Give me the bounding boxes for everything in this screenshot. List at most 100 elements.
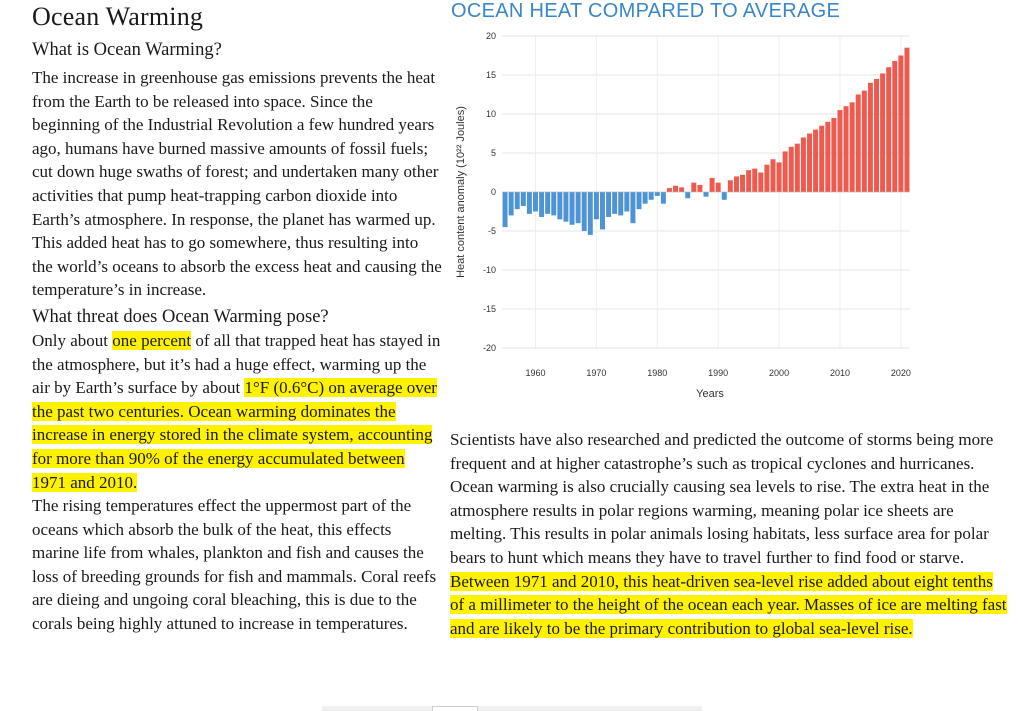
chart-bar — [776, 162, 782, 192]
x-tick-label: 2010 — [830, 368, 850, 378]
threat-text-a: Only about — [32, 330, 113, 350]
chart-bar — [727, 180, 733, 192]
chart-bar — [886, 67, 892, 192]
chart-bar — [758, 172, 764, 192]
chart-bar — [709, 177, 715, 192]
chart-bar — [715, 182, 721, 192]
chart-bar — [642, 192, 648, 204]
chart-bar — [807, 133, 813, 192]
chart-bar — [794, 143, 800, 192]
storms-paragraph: Scientists have also researched and pred… — [450, 430, 994, 473]
chart-bar — [660, 192, 666, 204]
chart-bar — [831, 117, 837, 192]
chart-bar — [581, 192, 587, 231]
chart-bar — [740, 174, 746, 192]
chart-bar — [575, 192, 581, 224]
y-tick-label: 15 — [486, 70, 496, 80]
section-body-what-is: The increase in greenhouse gas emissions… — [32, 68, 442, 300]
chart-bar — [636, 192, 642, 210]
chart-bar — [733, 176, 739, 192]
x-tick-label: 1960 — [525, 368, 545, 378]
chart-bar — [606, 192, 612, 217]
chart-bar — [508, 192, 514, 216]
chart-bar — [666, 188, 672, 192]
chart-bar — [520, 192, 526, 207]
chart-bar — [800, 137, 806, 192]
chart-bar — [673, 185, 679, 192]
y-tick-label: 0 — [491, 187, 496, 197]
chart-bar — [788, 146, 794, 192]
x-tick-label: 1990 — [708, 368, 728, 378]
ocean-heat-chart: OCEAN HEAT COMPARED TO AVERAGE 20 15 10 5 0 -5… — [446, 0, 916, 410]
chart-bar — [752, 168, 758, 192]
chart-bar — [898, 55, 904, 192]
chart-bar — [892, 60, 898, 193]
chart-bar — [569, 192, 575, 225]
chart-bar — [874, 78, 880, 192]
section-body-marine-life: The rising temperatures effect the upper… — [32, 496, 437, 634]
y-tick-label: 5 — [491, 148, 496, 158]
chart-bar — [697, 184, 703, 192]
section-heading-what-is: What is Ocean Warming? — [32, 40, 222, 60]
x-tick-label: 2020 — [891, 368, 911, 378]
chart-bar — [539, 192, 545, 217]
threat-text-b: of all that trapped heat has stayed in t… — [32, 330, 441, 398]
chart-bar — [612, 192, 618, 214]
chart-bar — [867, 82, 873, 192]
chart-bar — [618, 192, 624, 216]
chart-bar — [526, 192, 532, 214]
right-column: Scientists have also researched and pred… — [450, 428, 1010, 640]
chart-bar — [721, 192, 727, 200]
y-axis-label: Heat content anomaly (10²² Joules) — [455, 106, 467, 278]
chart-bar — [703, 192, 709, 197]
chart-bar — [904, 47, 910, 193]
chart-bar — [819, 125, 825, 192]
chart-bar — [599, 192, 605, 230]
highlight-one-percent: one percent — [112, 330, 192, 350]
page-title: Ocean Warming — [32, 2, 204, 31]
chart-bar — [691, 182, 697, 192]
highlight-sea-level: Between 1971 and 2010, this heat-driven … — [450, 571, 1007, 638]
chart-bar — [514, 192, 520, 210]
chart-bar — [746, 170, 752, 192]
chart-bar — [502, 192, 508, 228]
chart-bar — [813, 129, 819, 192]
chart-bar — [849, 102, 855, 192]
section-body-threat: Only about one percent of all that trapp… — [32, 329, 442, 494]
page-footer-tab — [432, 706, 478, 711]
section-heading-threat: What threat does Ocean Warming pose? — [32, 306, 329, 327]
x-axis-label: Years — [696, 388, 724, 400]
chart-bar — [843, 106, 849, 192]
sea-level-text: Ocean warming is also crucially causing … — [450, 477, 990, 567]
chart-bar — [770, 159, 776, 192]
chart-bar — [551, 192, 557, 216]
chart-bar — [679, 187, 685, 192]
y-tick-label: 20 — [486, 31, 496, 41]
y-tick-label: 10 — [486, 109, 496, 119]
chart-svg: OCEAN HEAT COMPARED TO AVERAGE 20 15 10 5 0 -5… — [451, 0, 911, 400]
x-tick-label: 1980 — [647, 368, 667, 378]
page-footer-bar — [322, 706, 702, 711]
chart-bar — [587, 192, 593, 235]
chart-bar — [593, 192, 599, 220]
chart-bar — [563, 192, 569, 222]
chart-bar — [630, 192, 636, 224]
chart-bar — [880, 73, 886, 192]
chart-bar — [648, 192, 654, 200]
sea-level-paragraph: Ocean warming is also crucially causing … — [450, 475, 1010, 640]
y-tick-label: -10 — [483, 265, 496, 275]
chart-bar — [557, 192, 563, 220]
chart-bar — [764, 164, 770, 192]
chart-bar — [624, 192, 630, 212]
chart-bar — [825, 121, 831, 192]
y-tick-label: -20 — [483, 343, 496, 353]
chart-bar — [654, 192, 660, 196]
x-tick-label: 1970 — [586, 368, 606, 378]
x-tick-label: 2000 — [769, 368, 789, 378]
chart-bar — [532, 192, 538, 212]
chart-bar — [782, 151, 788, 192]
chart-bar — [545, 192, 551, 214]
chart-title: OCEAN HEAT COMPARED TO AVERAGE — [451, 0, 840, 22]
left-column: Ocean Warming What is Ocean Warming? The… — [32, 0, 442, 636]
chart-bar — [861, 90, 867, 192]
